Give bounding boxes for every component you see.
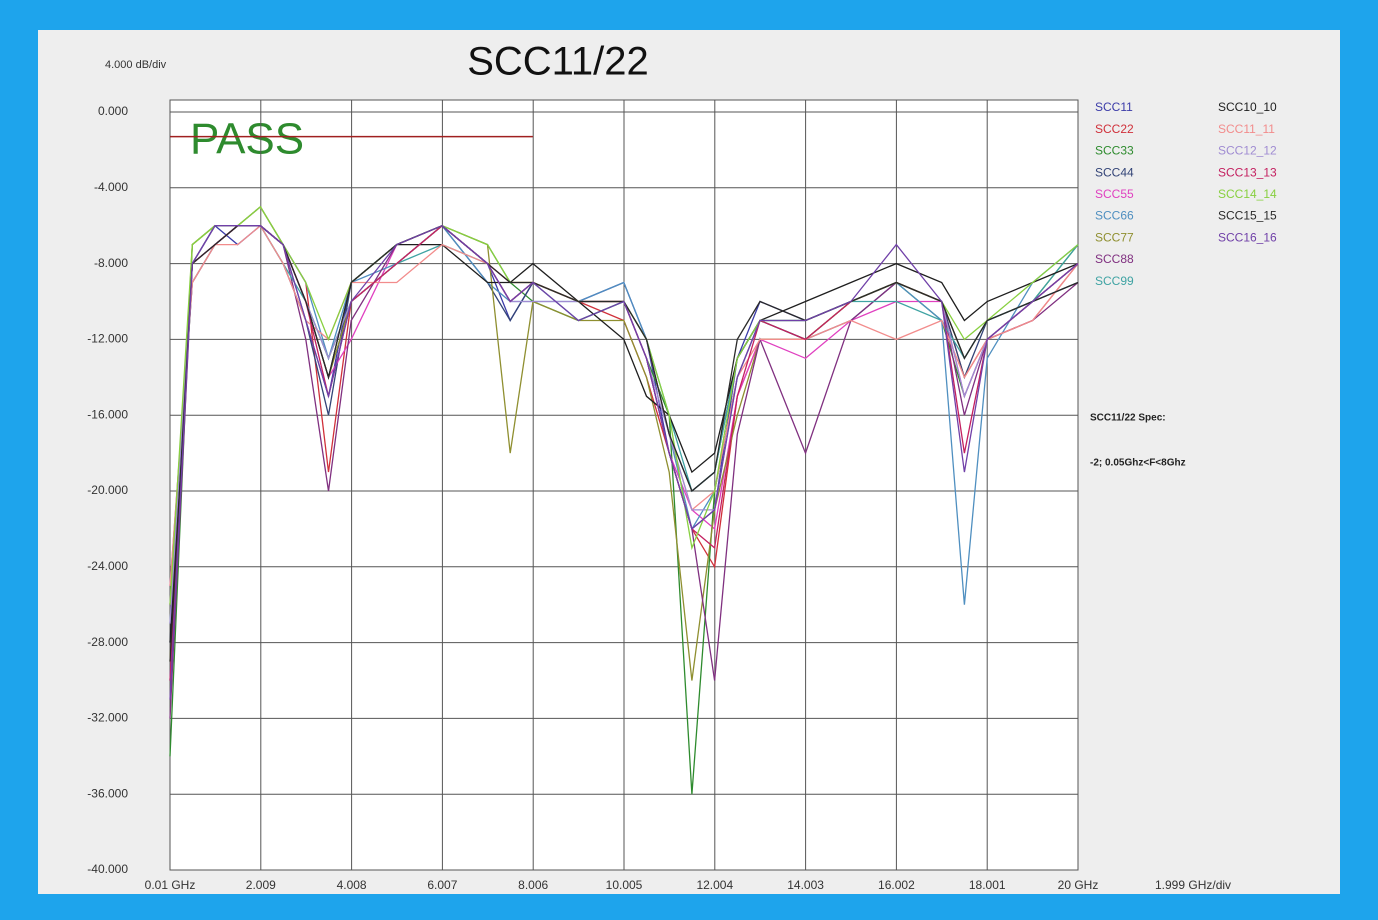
spec-title: SCC11/22 Spec:: [1090, 413, 1166, 424]
x-tick-label: 4.008: [337, 878, 367, 892]
x-tick-label: 6.007: [427, 878, 457, 892]
series-line: [169, 224, 1079, 700]
y-scale-label: 4.000 dB/div: [105, 59, 167, 71]
y-tick-label: -36.000: [87, 786, 128, 800]
x-tick-label: 18.001: [969, 878, 1006, 892]
y-tick-label: -40.000: [87, 862, 128, 876]
x-scale-label: 1.999 GHz/div: [1155, 878, 1231, 892]
legend-entry: SCC99: [1095, 274, 1134, 288]
y-tick-label: -4.000: [94, 180, 128, 194]
legend-entry: SCC12_12: [1218, 144, 1277, 158]
lines: [169, 205, 1079, 795]
y-tick-label: -12.000: [87, 332, 128, 346]
x-tick-label: 8.006: [518, 878, 548, 892]
spec-text: -2; 0.05Ghz<F<8Ghz: [1090, 458, 1186, 469]
y-tick-label: -16.000: [87, 407, 128, 421]
legend-entry: SCC10_10: [1218, 100, 1277, 114]
x-tick-label: 14.003: [787, 878, 824, 892]
legend-entry: SCC44: [1095, 165, 1134, 179]
status: PASS: [190, 115, 304, 164]
legend-entry: SCC33: [1095, 144, 1134, 158]
y-tick-label: 0.000: [98, 104, 128, 118]
legend-entry: SCC16_16: [1218, 230, 1277, 244]
x-tick-label: 12.004: [696, 878, 733, 892]
legend-entry: SCC66: [1095, 209, 1134, 223]
x-tick-label: 10.005: [606, 878, 643, 892]
y-tick-label: -28.000: [87, 635, 128, 649]
y-tick-label: -8.000: [94, 256, 128, 270]
legend-entry: SCC13_13: [1218, 165, 1277, 179]
x-tick-label: 0.01 GHz: [145, 878, 196, 892]
y-tick-label: -24.000: [87, 559, 128, 573]
y-tick-label: -20.000: [87, 483, 128, 497]
y-tick-label: -32.000: [87, 711, 128, 725]
legend-entry: SCC14_14: [1218, 187, 1277, 201]
legend-entry: SCC11_11: [1218, 122, 1275, 136]
legend-entry: SCC15_15: [1218, 209, 1277, 223]
legend-entry: SCC11: [1095, 100, 1133, 114]
legend-entry: SCC22: [1095, 122, 1134, 136]
legend-entry: SCC77: [1095, 230, 1134, 244]
x-tick-label: 20 GHz: [1058, 878, 1099, 892]
x-tick-label: 2.009: [246, 878, 276, 892]
chart-title: SCC11/22: [467, 40, 649, 84]
legend: SCC11 SCC22 SCC33 SCC44 SCC55 SCC66 SCC77 SCC88…: [1095, 100, 1277, 288]
x-tick-label: 16.002: [878, 878, 915, 892]
legend-entry: SCC55: [1095, 187, 1134, 201]
legend-entry: SCC88: [1095, 252, 1134, 266]
